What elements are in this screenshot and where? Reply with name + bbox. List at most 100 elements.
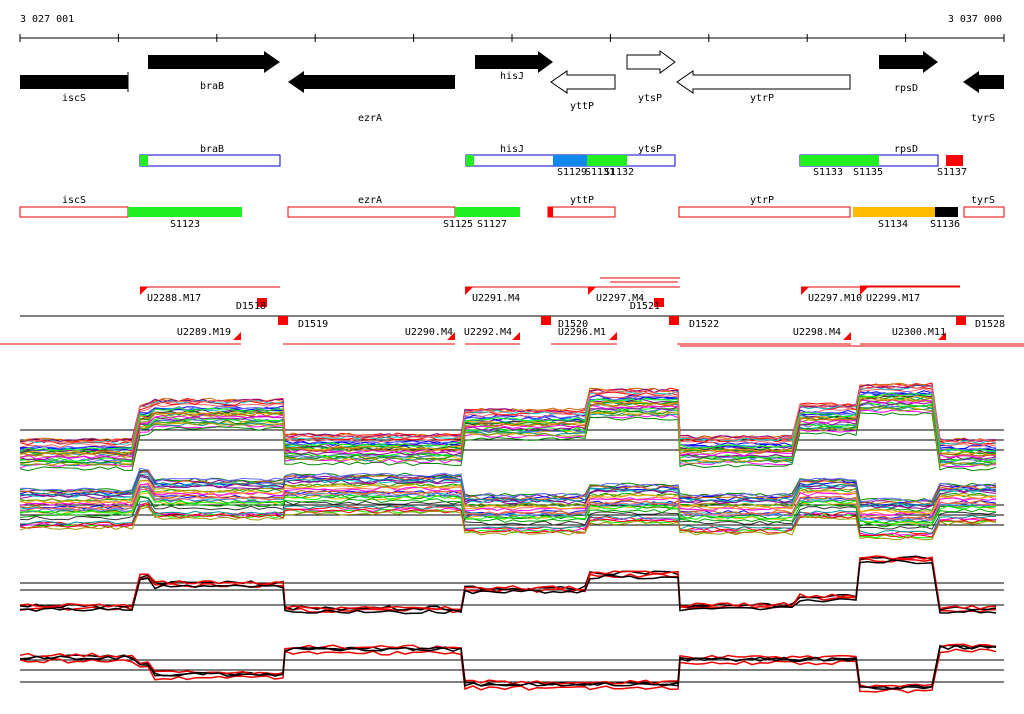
segment-label: S1133 — [813, 167, 843, 178]
tu-label: U2300.M11 — [892, 327, 946, 338]
tu-block — [278, 316, 288, 325]
expression-trace — [19, 559, 997, 615]
expression-trace — [19, 400, 997, 461]
tu-flag — [447, 332, 455, 340]
gene-arrow — [676, 70, 851, 94]
operon-row: iscS ezrA yttP ytrP tyrS S1123 S1125 S11… — [19, 195, 1005, 230]
expression-trace — [19, 392, 997, 453]
expression-trace — [19, 648, 997, 694]
segment-label: S1137 — [937, 167, 967, 178]
segment — [553, 155, 587, 166]
expression-trace — [19, 397, 997, 457]
expression-panels — [19, 382, 1004, 694]
tu-block — [669, 316, 679, 325]
gene-label: ytrP — [750, 93, 774, 104]
operon-label: ytsP — [638, 144, 662, 155]
operon-label: ytrP — [750, 195, 774, 206]
tu-label: D1518 — [236, 301, 266, 312]
tu-label: U2289.M19 — [177, 327, 231, 338]
tu-label: U2297.M4 — [596, 293, 644, 304]
tu-flag — [843, 332, 851, 340]
tu-label: U2296.M1 — [558, 327, 606, 338]
tu-block — [654, 298, 664, 307]
expression-trace — [19, 503, 997, 539]
tu-label: U2291.M4 — [472, 293, 520, 304]
gene-label: yttP — [570, 101, 594, 112]
segment — [587, 155, 627, 166]
segment — [466, 155, 474, 166]
expression-trace — [19, 384, 997, 445]
operon-label: braB — [200, 144, 224, 155]
tu-label: D1521 — [630, 301, 660, 312]
operon-label: yttP — [570, 195, 594, 206]
operon-box — [678, 206, 851, 218]
gene-label: iscS — [62, 93, 86, 104]
tu-flag — [609, 332, 617, 340]
segment — [935, 207, 958, 217]
tu-block — [541, 316, 551, 325]
expression-trace — [19, 384, 997, 444]
gene-label: tyrS — [971, 113, 995, 124]
segment — [946, 155, 963, 166]
segment-label: S1135 — [853, 167, 883, 178]
tu-flag — [860, 287, 868, 295]
segment-label: S1132 — [604, 167, 634, 178]
operon-row: braB hisJ ytsP rpsD S1129 S1131 S1132 S1… — [139, 144, 967, 178]
tu-block — [257, 298, 267, 307]
expression-trace — [19, 643, 997, 688]
gene-arrow — [475, 51, 553, 73]
operon-label: ezrA — [358, 195, 382, 206]
segment — [128, 207, 242, 217]
segment-label: S1125 — [443, 219, 473, 230]
expression-trace — [19, 503, 997, 536]
tu-block — [956, 316, 966, 325]
operon-label: tyrS — [971, 195, 995, 206]
expression-trace — [19, 506, 997, 541]
segment — [455, 207, 520, 217]
tu-label: D1520 — [558, 319, 588, 330]
tu-label: D1522 — [689, 319, 719, 330]
expression-trace — [19, 409, 997, 469]
operon-box — [963, 206, 1005, 218]
tu-flag — [512, 332, 520, 340]
tu-flag — [140, 287, 148, 295]
gene-arrow — [20, 75, 128, 89]
segment-label: S1131 — [585, 167, 615, 178]
ruler-start: 3 027 001 — [20, 14, 74, 25]
expression-trace — [19, 480, 997, 515]
expression-trace — [19, 474, 997, 509]
tu-label: U2299.M17 — [866, 293, 920, 304]
gene-label: ytsP — [638, 93, 662, 104]
expression-trace — [19, 475, 997, 510]
expression-trace — [19, 644, 997, 690]
expression-trace — [19, 412, 997, 472]
expression-trace — [19, 495, 997, 529]
tu-label: U2297.M10 — [808, 293, 862, 304]
tu-label: D1519 — [298, 319, 328, 330]
gene-label: braB — [200, 81, 224, 92]
tu-label: U2290.M4 — [405, 327, 453, 338]
segment — [800, 155, 879, 166]
gene-arrow — [879, 51, 938, 73]
operon-label: rpsD — [894, 144, 918, 155]
transcription-units: U2288.M17 D1518 D1519 U2289.M19 U2291.M4 U229… — [0, 277, 1024, 347]
segment — [853, 207, 935, 217]
tu-flag — [233, 332, 241, 340]
operon-label: hisJ — [500, 144, 524, 155]
tu-flag — [588, 287, 596, 295]
expression-trace — [19, 555, 997, 611]
expression-trace — [19, 490, 997, 525]
gene-arrow — [626, 50, 676, 74]
expression-trace — [19, 399, 997, 460]
tu-label: U2298.M4 — [793, 327, 841, 338]
operon-box — [19, 206, 129, 218]
gene-arrow — [963, 71, 1004, 93]
gene-arrow — [288, 71, 455, 93]
segment — [548, 207, 553, 217]
operon-box — [139, 154, 281, 167]
ruler-end: 3 037 000 — [948, 14, 1002, 25]
expression-trace — [19, 467, 997, 503]
gene-label: ezrA — [358, 113, 382, 124]
expression-trace — [19, 500, 997, 535]
